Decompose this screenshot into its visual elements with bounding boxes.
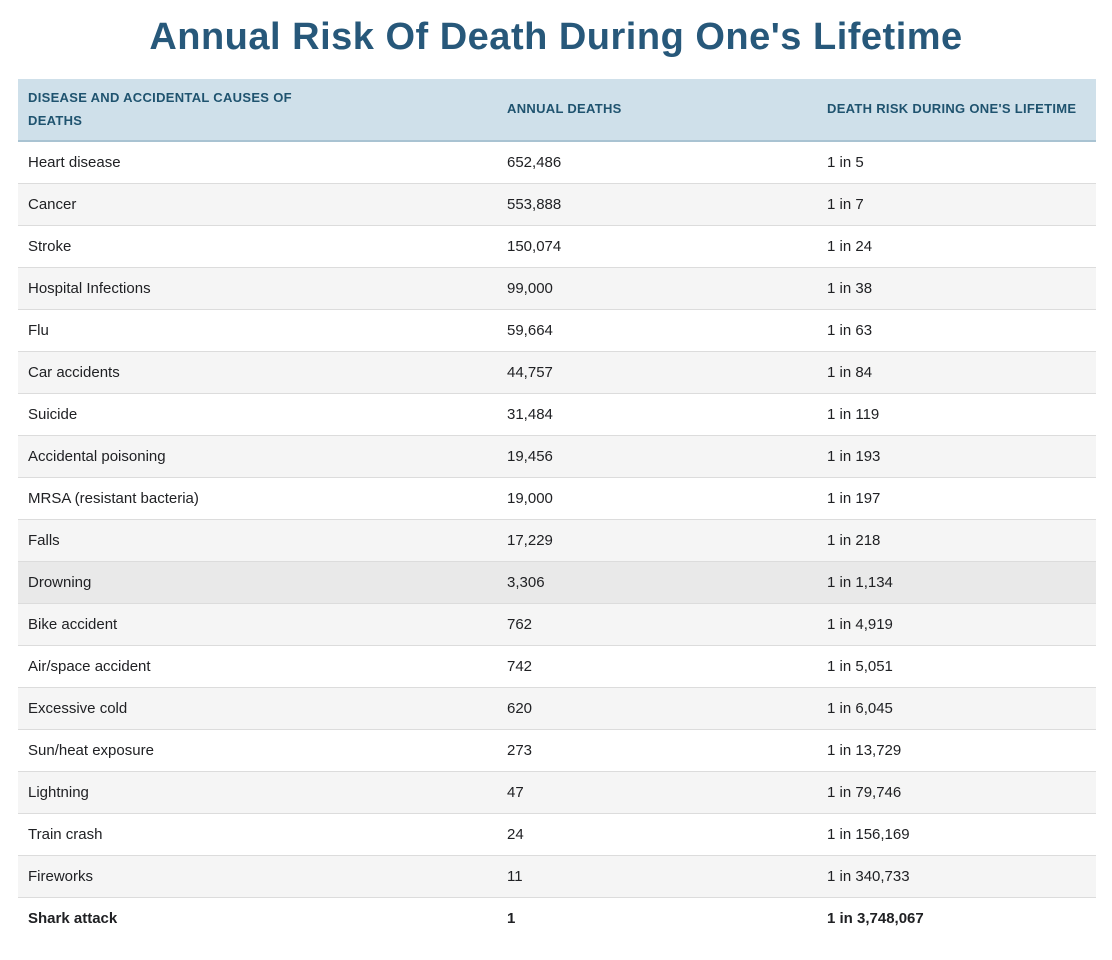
table-row: Accidental poisoning 19,456 1 in 193 [18,435,1096,477]
lifetime-risk-cell: 1 in 84 [827,363,873,381]
cause-cell: Suicide [28,405,78,423]
table-row: Heart disease 652,486 1 in 5 [18,141,1096,183]
cause-cell: Drowning [28,573,92,591]
header-annual-deaths-column: ANNUAL DEATHS [497,79,817,142]
cause-cell: Sun/heat exposure [28,741,154,759]
annual-deaths-cell: 44,757 [507,363,553,381]
table-row: Fireworks 11 1 in 340,733 [18,855,1096,897]
lifetime-risk-cell: 1 in 156,169 [827,825,910,843]
table-row: Lightning 47 1 in 79,746 [18,771,1096,813]
cause-cell: Heart disease [28,153,121,171]
lifetime-risk-cell: 1 in 38 [827,279,873,297]
table-row: Falls 17,229 1 in 218 [18,519,1096,561]
lifetime-risk-cell: 1 in 6,045 [827,699,893,717]
annual-deaths-cell: 19,456 [507,447,553,465]
annual-deaths-cell: 24 [507,825,524,843]
header-cause-label: DISEASE AND ACCIDENTAL CAUSES OF DEATHS [28,89,292,128]
lifetime-risk-cell: 1 in 3,748,067 [827,909,924,927]
table-row: MRSA (resistant bacteria) 19,000 1 in 19… [18,477,1096,519]
table-row: Car accidents 44,757 1 in 84 [18,351,1096,393]
cause-cell: Falls [28,531,60,549]
annual-deaths-cell: 652,486 [507,153,562,171]
header-lifetime-risk-label: DEATH RISK DURING ONE'S LIFETIME [827,101,1077,117]
page-title: Annual Risk Of Death During One's Lifeti… [149,16,963,58]
annual-deaths-cell: 47 [507,783,524,801]
table-row: Shark attack 1 1 in 3,748,067 [18,897,1096,939]
cause-cell: Shark attack [28,909,118,927]
annual-deaths-cell: 19,000 [507,489,553,507]
cause-cell: Air/space accident [28,657,151,675]
cause-cell: MRSA (resistant bacteria) [28,489,199,507]
cause-cell: Lightning [28,783,89,801]
annual-deaths-cell: 150,074 [507,237,562,255]
annual-deaths-cell: 1 [507,909,516,927]
lifetime-risk-cell: 1 in 63 [827,321,873,339]
cause-cell: Bike accident [28,615,118,633]
annual-deaths-cell: 620 [507,699,533,717]
table-header: DISEASE AND ACCIDENTAL CAUSES OF DEATHS … [18,79,1096,142]
table-row: Stroke 150,074 1 in 24 [18,225,1096,267]
table-row: Cancer 553,888 1 in 7 [18,183,1096,225]
lifetime-risk-cell: 1 in 24 [827,237,873,255]
cause-cell: Flu [28,321,49,339]
cause-cell: Cancer [28,195,77,213]
lifetime-risk-cell: 1 in 5,051 [827,657,893,675]
cause-cell: Train crash [28,825,103,843]
annual-deaths-cell: 553,888 [507,195,562,213]
table-row: Flu 59,664 1 in 63 [18,309,1096,351]
annual-deaths-cell: 3,306 [507,573,545,591]
table-row: Sun/heat exposure 273 1 in 13,729 [18,729,1096,771]
header-cause-column: DISEASE AND ACCIDENTAL CAUSES OF DEATHS [18,79,497,142]
annual-deaths-cell: 273 [507,741,533,759]
header-row: DISEASE AND ACCIDENTAL CAUSES OF DEATHS … [18,79,1096,142]
table-row: Excessive cold 620 1 in 6,045 [18,687,1096,729]
risk-table: DISEASE AND ACCIDENTAL CAUSES OF DEATHS … [18,79,1096,939]
annual-deaths-cell: 59,664 [507,321,553,339]
lifetime-risk-cell: 1 in 218 [827,531,881,549]
table-row: Air/space accident 742 1 in 5,051 [18,645,1096,687]
lifetime-risk-cell: 1 in 119 [827,405,880,423]
cause-cell: Accidental poisoning [28,447,166,465]
lifetime-risk-cell: 1 in 79,746 [827,783,902,801]
table-row: Suicide 31,484 1 in 119 [18,393,1096,435]
annual-deaths-cell: 17,229 [507,531,553,549]
annual-deaths-cell: 11 [507,867,523,885]
annual-deaths-cell: 742 [507,657,533,675]
cause-cell: Hospital Infections [28,279,151,297]
table-body: Heart disease 652,486 1 in 5 Cancer 553,… [18,141,1096,939]
table-row: Train crash 24 1 in 156,169 [18,813,1096,855]
lifetime-risk-cell: 1 in 197 [827,489,881,507]
lifetime-risk-cell: 1 in 5 [827,153,864,171]
annual-deaths-cell: 99,000 [507,279,553,297]
lifetime-risk-cell: 1 in 4,919 [827,615,893,633]
annual-deaths-cell: 31,484 [507,405,553,423]
cause-cell: Fireworks [28,867,94,885]
lifetime-risk-cell: 1 in 340,733 [827,867,910,885]
cause-cell: Excessive cold [28,699,128,717]
risk-table-container: DISEASE AND ACCIDENTAL CAUSES OF DEATHS … [18,79,1096,939]
lifetime-risk-cell: 1 in 1,134 [827,573,893,591]
annual-deaths-cell: 762 [507,615,533,633]
header-annual-deaths-label: ANNUAL DEATHS [507,101,622,117]
table-row: Drowning 3,306 1 in 1,134 [18,561,1096,603]
lifetime-risk-cell: 1 in 7 [827,195,864,213]
lifetime-risk-cell: 1 in 13,729 [827,741,902,759]
lifetime-risk-cell: 1 in 193 [827,447,881,465]
cause-cell: Stroke [28,237,72,255]
header-lifetime-risk-column: DEATH RISK DURING ONE'S LIFETIME [817,79,1096,142]
cause-cell: Car accidents [28,363,120,381]
table-row: Hospital Infections 99,000 1 in 38 [18,267,1096,309]
table-row: Bike accident 762 1 in 4,919 [18,603,1096,645]
